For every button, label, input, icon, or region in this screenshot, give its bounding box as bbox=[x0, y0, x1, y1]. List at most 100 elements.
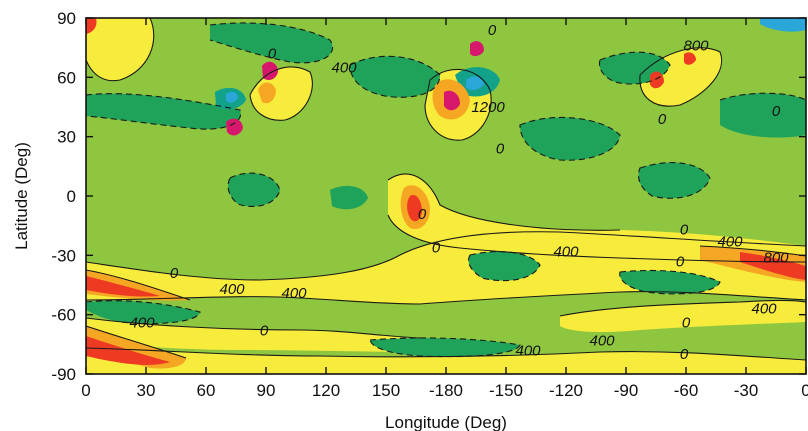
x-tick-label: 0 bbox=[801, 381, 808, 400]
x-axis-title: Longitude (Deg) bbox=[385, 413, 507, 431]
contour-line bbox=[86, 231, 806, 281]
contour-line-dashed bbox=[719, 92, 806, 101]
x-tick-label: -60 bbox=[674, 381, 699, 400]
region-negative-12 bbox=[619, 270, 720, 294]
contour-label: 0 bbox=[170, 265, 179, 282]
contour-label: 0 bbox=[680, 346, 689, 363]
peak-4 bbox=[226, 118, 243, 136]
peak-5 bbox=[470, 41, 484, 57]
y-tick-label: 60 bbox=[57, 68, 76, 87]
region-negative-13 bbox=[330, 185, 368, 210]
contour-label: 1200 bbox=[471, 99, 505, 116]
contour-line bbox=[86, 18, 155, 82]
contour-line-dashed bbox=[637, 162, 711, 199]
y-tick-label: 0 bbox=[67, 187, 76, 206]
y-axis: 90 60 30 0 -30 -60 -90 bbox=[51, 9, 806, 384]
contour-line bbox=[86, 291, 806, 305]
contour-label: 400 bbox=[515, 342, 541, 359]
contour-label: 800 bbox=[683, 38, 709, 55]
y-tick-label: -60 bbox=[51, 306, 76, 325]
contour-label: 0 bbox=[488, 22, 497, 39]
peak-6 bbox=[650, 71, 664, 89]
peak-bottom-left-inner bbox=[86, 336, 170, 365]
peak-south-west-inner bbox=[86, 276, 160, 297]
region-negative-1 bbox=[210, 22, 333, 63]
contour-line bbox=[387, 214, 806, 263]
y-tick-label: 90 bbox=[57, 9, 76, 28]
y-axis-title: Latitude (Deg) bbox=[12, 142, 31, 250]
region-negative-4 bbox=[520, 117, 620, 161]
contour-line bbox=[86, 317, 421, 339]
peak-2-inner bbox=[444, 90, 460, 111]
x-tick-label: 60 bbox=[197, 381, 216, 400]
contour-label: 0 bbox=[432, 239, 441, 256]
contour-line-dashed bbox=[467, 251, 541, 282]
contour-label: 0 bbox=[658, 111, 667, 128]
x-tick-label: -90 bbox=[614, 381, 639, 400]
contour-line-dashed bbox=[86, 300, 201, 325]
x-axis: 0 30 60 90 120 150 -180 -150 -120 -90 -60 -30 0 bbox=[81, 18, 808, 400]
contour-line-dashed bbox=[598, 51, 671, 85]
x-tick-label: -120 bbox=[549, 381, 583, 400]
band-positive-south-lower bbox=[86, 318, 420, 352]
region-negative-9 bbox=[468, 251, 540, 281]
contour-line-dashed bbox=[619, 269, 721, 295]
band-positive-north-center bbox=[250, 66, 313, 121]
contour-line-dashed bbox=[209, 22, 333, 64]
contour-label: 400 bbox=[553, 243, 579, 260]
contour-label: 0 bbox=[682, 315, 691, 332]
peak-3-outer bbox=[258, 82, 276, 104]
peak-1-inner bbox=[407, 194, 422, 222]
x-tick-label: -30 bbox=[734, 381, 759, 400]
x-tick-label: -180 bbox=[429, 381, 463, 400]
x-tick-label: 30 bbox=[137, 381, 156, 400]
contour-label: 400 bbox=[717, 233, 743, 250]
contour-label: 400 bbox=[751, 301, 777, 318]
contour-line bbox=[559, 299, 806, 317]
region-negative-11 bbox=[370, 337, 520, 357]
contour-label: 0 bbox=[676, 253, 685, 270]
x-tick-label: 150 bbox=[372, 381, 400, 400]
contour-label: 0 bbox=[418, 206, 427, 223]
contour-label: 0 bbox=[268, 46, 277, 63]
region-negative-deep-3 bbox=[226, 91, 238, 103]
region-negative-deep-4 bbox=[466, 76, 484, 91]
contour-line-dashed bbox=[227, 172, 281, 208]
contour-line bbox=[699, 245, 806, 257]
contour-line bbox=[424, 68, 492, 141]
contour-label: 400 bbox=[331, 59, 357, 76]
contour-label: 400 bbox=[129, 315, 155, 332]
contour-line bbox=[387, 173, 621, 231]
contour-line-dashed bbox=[86, 93, 242, 130]
contour-line bbox=[249, 66, 313, 121]
region-negative-10 bbox=[86, 300, 200, 324]
peak-bottom-left-outer bbox=[86, 326, 186, 369]
contour-label: 0 bbox=[260, 322, 269, 339]
peak-top-left bbox=[86, 18, 97, 34]
region-negative-8 bbox=[638, 162, 710, 199]
contour-field bbox=[86, 18, 806, 374]
contour-label: 0 bbox=[496, 141, 505, 158]
contour-line-dashed bbox=[349, 55, 441, 98]
peak-south-east-inner bbox=[740, 252, 806, 280]
contour-label: 400 bbox=[281, 285, 307, 302]
x-tick-label: 0 bbox=[81, 381, 90, 400]
contour-line bbox=[86, 325, 187, 359]
contour-label: 400 bbox=[219, 281, 245, 298]
x-tick-label: -150 bbox=[489, 381, 523, 400]
contour-line-dashed bbox=[369, 337, 521, 358]
region-negative-deep-5 bbox=[760, 18, 806, 32]
x-tick-label: 90 bbox=[257, 381, 276, 400]
contour-line bbox=[639, 47, 723, 107]
contour-label: 0 bbox=[772, 103, 781, 120]
region-negative-3 bbox=[350, 56, 440, 98]
contour-line bbox=[86, 269, 191, 301]
y-tick-label: -90 bbox=[51, 365, 76, 384]
contour-label: 400 bbox=[589, 332, 615, 349]
region-negative-6 bbox=[720, 93, 806, 138]
region-negative-7 bbox=[228, 173, 280, 207]
y-tick-label: 30 bbox=[57, 128, 76, 147]
contour-label: 800 bbox=[763, 249, 789, 266]
